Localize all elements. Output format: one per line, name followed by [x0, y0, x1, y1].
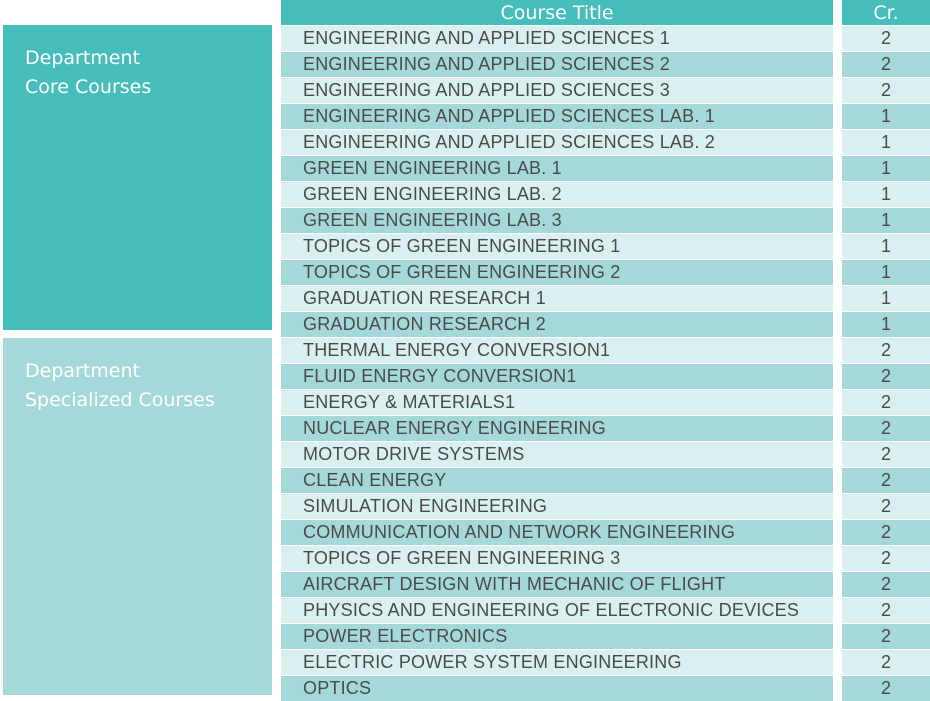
column-header-credits: Cr. — [842, 0, 930, 25]
course-title-cell: GREEN ENGINEERING LAB. 2 — [281, 182, 833, 207]
course-title-cell: THERMAL ENERGY CONVERSION1 — [281, 338, 833, 363]
course-title-cell: ENGINEERING AND APPLIED SCIENCES 1 — [281, 26, 833, 51]
table-row: PHYSICS AND ENGINEERING OF ELECTRONIC DE… — [0, 598, 930, 623]
table-row: TOPICS OF GREEN ENGINEERING 3 2 — [0, 546, 930, 571]
credits-cell: 1 — [842, 208, 930, 233]
credits-cell: 2 — [842, 26, 930, 51]
credits-cell: 1 — [842, 286, 930, 311]
credits-cell: 2 — [842, 338, 930, 363]
table-row: GRADUATION RESEARCH 2 1 — [0, 312, 930, 337]
table-row: CLEAN ENERGY 2 — [0, 468, 930, 493]
credits-cell: 1 — [842, 234, 930, 259]
credits-cell: 2 — [842, 494, 930, 519]
table-row: ENGINEERING AND APPLIED SCIENCES 1 2 — [0, 26, 930, 51]
table-row: GREEN ENGINEERING LAB. 1 1 — [0, 156, 930, 181]
credits-cell: 1 — [842, 312, 930, 337]
course-title-cell: ELECTRIC POWER SYSTEM ENGINEERING — [281, 650, 833, 675]
course-title-cell: NUCLEAR ENERGY ENGINEERING — [281, 416, 833, 441]
credits-cell: 1 — [842, 182, 930, 207]
credits-cell: 2 — [842, 520, 930, 545]
credits-cell: 2 — [842, 416, 930, 441]
table-row: ELECTRIC POWER SYSTEM ENGINEERING 2 — [0, 650, 930, 675]
course-title-cell: TOPICS OF GREEN ENGINEERING 1 — [281, 234, 833, 259]
group-label-line: Department — [25, 360, 140, 382]
table-row: THERMAL ENERGY CONVERSION1 2 — [0, 338, 930, 363]
course-title-cell: ENGINEERING AND APPLIED SCIENCES LAB. 2 — [281, 130, 833, 155]
credits-cell: 2 — [842, 650, 930, 675]
table-row: SIMULATION ENGINEERING 2 — [0, 494, 930, 519]
table-row: TOPICS OF GREEN ENGINEERING 1 1 — [0, 234, 930, 259]
course-title-cell: ENGINEERING AND APPLIED SCIENCES LAB. 1 — [281, 104, 833, 129]
credits-cell: 2 — [842, 598, 930, 623]
credits-cell: 2 — [842, 364, 930, 389]
course-title-cell: ENERGY & MATERIALS1 — [281, 390, 833, 415]
table-row: MOTOR DRIVE SYSTEMS 2 — [0, 442, 930, 467]
course-title-cell: POWER ELECTRONICS — [281, 624, 833, 649]
course-title-cell: CLEAN ENERGY — [281, 468, 833, 493]
group-label-line: Core Courses — [25, 76, 152, 98]
credits-cell: 1 — [842, 156, 930, 181]
credits-cell: 1 — [842, 260, 930, 285]
table-row: ENGINEERING AND APPLIED SCIENCES LAB. 1 1 — [0, 104, 930, 129]
credits-cell: 1 — [842, 130, 930, 155]
course-title-cell: TOPICS OF GREEN ENGINEERING 2 — [281, 260, 833, 285]
credits-cell: 2 — [842, 78, 930, 103]
course-title-cell: GRADUATION RESEARCH 1 — [281, 286, 833, 311]
group-label-specialized-courses: Department Specialized Courses — [3, 338, 272, 695]
course-title-cell: GREEN ENGINEERING LAB. 1 — [281, 156, 833, 181]
course-title-cell: PHYSICS AND ENGINEERING OF ELECTRONIC DE… — [281, 598, 833, 623]
table-row: AIRCRAFT DESIGN WITH MECHANIC OF FLIGHT 2 — [0, 572, 930, 597]
course-title-cell: GRADUATION RESEARCH 2 — [281, 312, 833, 337]
credits-cell: 2 — [842, 390, 930, 415]
table-row: ENGINEERING AND APPLIED SCIENCES 2 2 — [0, 52, 930, 77]
table-row: NUCLEAR ENERGY ENGINEERING 2 — [0, 416, 930, 441]
table-row: POWER ELECTRONICS 2 — [0, 624, 930, 649]
course-title-cell: GREEN ENGINEERING LAB. 3 — [281, 208, 833, 233]
credits-cell: 2 — [842, 676, 930, 701]
course-title-cell: ENGINEERING AND APPLIED SCIENCES 2 — [281, 52, 833, 77]
course-title-cell: ENGINEERING AND APPLIED SCIENCES 3 — [281, 78, 833, 103]
course-title-cell: SIMULATION ENGINEERING — [281, 494, 833, 519]
credits-cell: 1 — [842, 104, 930, 129]
group-label-line: Specialized Courses — [25, 389, 215, 411]
table-row: FLUID ENERGY CONVERSION1 2 — [0, 364, 930, 389]
course-title-cell: MOTOR DRIVE SYSTEMS — [281, 442, 833, 467]
course-title-cell: COMMUNICATION AND NETWORK ENGINEERING — [281, 520, 833, 545]
credits-cell: 2 — [842, 52, 930, 77]
group-label-line: Department — [25, 47, 140, 69]
credits-cell: 2 — [842, 468, 930, 493]
table-row: GREEN ENGINEERING LAB. 2 1 — [0, 182, 930, 207]
table-row: ENGINEERING AND APPLIED SCIENCES 3 2 — [0, 78, 930, 103]
table-row: GRADUATION RESEARCH 1 1 — [0, 286, 930, 311]
column-header-course-title: Course Title — [281, 0, 833, 25]
course-title-cell: TOPICS OF GREEN ENGINEERING 3 — [281, 546, 833, 571]
table-row: TOPICS OF GREEN ENGINEERING 2 1 — [0, 260, 930, 285]
credits-cell: 2 — [842, 572, 930, 597]
course-title-cell: OPTICS — [281, 676, 833, 701]
credits-cell: 2 — [842, 442, 930, 467]
table-row: COMMUNICATION AND NETWORK ENGINEERING 2 — [0, 520, 930, 545]
table-row: OPTICS 2 — [0, 676, 930, 701]
table-row: ENGINEERING AND APPLIED SCIENCES LAB. 2 1 — [0, 130, 930, 155]
group-label-core-courses: Department Core Courses — [3, 25, 272, 330]
table-row: GREEN ENGINEERING LAB. 3 1 — [0, 208, 930, 233]
course-title-cell: FLUID ENERGY CONVERSION1 — [281, 364, 833, 389]
credits-cell: 2 — [842, 546, 930, 571]
course-title-cell: AIRCRAFT DESIGN WITH MECHANIC OF FLIGHT — [281, 572, 833, 597]
credits-cell: 2 — [842, 624, 930, 649]
table-row: ENERGY & MATERIALS1 2 — [0, 390, 930, 415]
